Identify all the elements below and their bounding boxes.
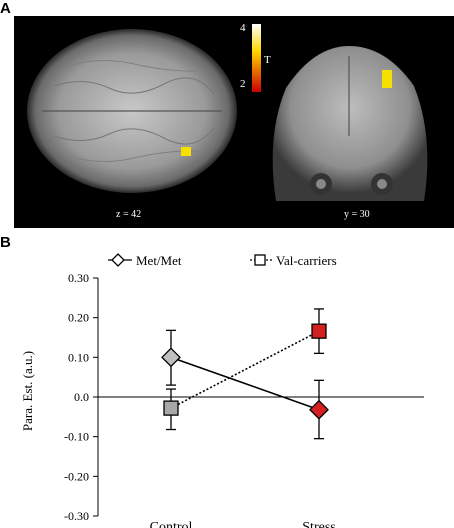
coronal-brain-slice [272,46,428,201]
t-colorbar [252,24,261,92]
legend-val-carriers: Val-carriers [276,253,337,268]
colorbar-unit-label: T [264,54,271,66]
y-tick-label: -0.20 [64,469,89,483]
panel-a-label: A [0,0,11,17]
y-tick-label: -0.10 [64,430,89,444]
y-tick-label: 0.0 [74,390,89,404]
chart-marks [161,308,329,440]
legend: Met/Met Val-carriers [108,253,337,268]
y-axis: 0.30 0.20 0.10 0.0 -0.10 -0.20 -0.30 Control Str… [64,271,424,528]
data-point-val-carriers [163,400,179,416]
series-line-met-met [170,356,320,411]
panel-b-label: B [0,234,11,251]
y-tick-label: 0.30 [68,271,89,285]
colorbar-min-label: 2 [240,78,246,90]
brain-image-panel: 4 2 T z = 42 y = 30 [14,16,454,228]
data-point-met-met [309,399,329,420]
brain-slices [27,24,428,201]
y-tick-label: 0.20 [68,311,89,325]
legend-met-met: Met/Met [136,253,182,268]
axial-activation-blob [181,147,191,156]
legend-diamond-marker [111,253,125,267]
coronal-coordinate-label: y = 30 [344,209,370,220]
x-category-label: Stress [302,520,335,528]
y-tick-label: -0.30 [64,509,89,523]
x-category-label: Control [150,520,193,528]
data-point-val-carriers [311,323,327,339]
parameter-estimate-chart: Met/Met Val-carriers 0.30 0.20 0.10 0.0 -0.1… [20,253,424,528]
data-point-met-met [161,347,181,368]
legend-square-marker [254,254,266,266]
coronal-activation-blob [382,70,392,88]
axial-coordinate-label: z = 42 [116,209,142,220]
y-axis-label: Para. Est. (a.u.) [20,351,35,431]
colorbar-max-label: 4 [240,22,246,34]
y-tick-label: 0.10 [68,350,89,364]
